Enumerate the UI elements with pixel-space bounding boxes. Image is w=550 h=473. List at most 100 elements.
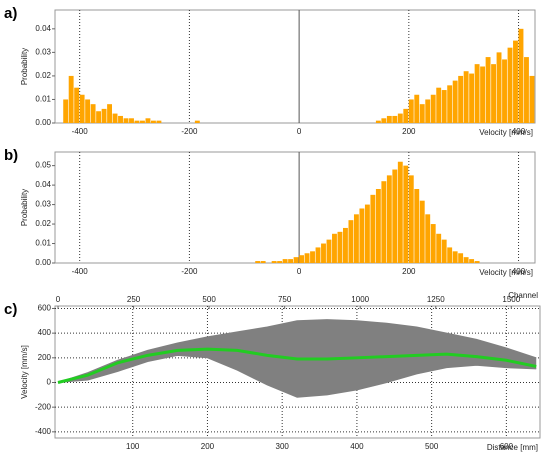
x2-tick-label: 1250 — [427, 295, 445, 304]
bar — [386, 175, 392, 263]
bar — [463, 71, 469, 123]
bar — [403, 108, 409, 123]
y-tick-label: 0.00 — [35, 258, 51, 267]
y-tick-label: 600 — [38, 304, 52, 313]
bar — [430, 94, 436, 123]
bar — [101, 108, 107, 123]
bar — [321, 243, 326, 263]
bar — [359, 208, 365, 263]
bar — [74, 87, 80, 123]
bar — [151, 120, 156, 123]
x-tick-label: 400 — [512, 267, 526, 276]
bar — [112, 113, 118, 123]
bar — [381, 118, 387, 123]
bar — [469, 259, 475, 263]
bar — [403, 165, 409, 263]
bar — [96, 111, 102, 123]
bar — [474, 64, 480, 123]
bar — [375, 189, 381, 263]
bar — [364, 204, 370, 263]
bar — [474, 261, 480, 263]
bar — [441, 90, 447, 123]
y-tick-label: 0.04 — [35, 24, 51, 33]
bar — [518, 28, 524, 123]
bar — [310, 251, 315, 263]
bar — [513, 40, 518, 123]
y-tick-label: 200 — [38, 353, 52, 362]
bar — [496, 52, 502, 123]
bar — [85, 99, 91, 123]
bar — [458, 253, 464, 263]
bar — [299, 255, 304, 263]
x-tick-label: 200 — [201, 442, 215, 451]
bar — [414, 94, 420, 123]
x2-tick-label: 250 — [127, 295, 141, 304]
panel-label: c) — [4, 301, 17, 318]
bar — [348, 220, 354, 263]
bar — [343, 227, 348, 263]
x2-tick-label: 0 — [56, 295, 61, 304]
y-tick-label: 0.01 — [35, 95, 51, 104]
bar — [425, 214, 431, 263]
bar — [392, 115, 398, 123]
bar — [507, 47, 513, 123]
series-line — [57, 319, 537, 383]
bar — [419, 104, 425, 123]
bar — [408, 99, 414, 123]
bar — [436, 233, 442, 263]
bar — [260, 261, 266, 263]
x-tick-label: 600 — [500, 442, 514, 451]
bar — [271, 261, 277, 263]
x-tick-label: 400 — [350, 442, 364, 451]
y-tick-label: 400 — [38, 328, 52, 337]
bar — [386, 115, 392, 123]
bar — [447, 247, 453, 263]
bar — [123, 118, 129, 123]
x-axis-label: Velocity [mm/s] — [479, 268, 533, 277]
bar — [397, 113, 403, 123]
bar — [524, 57, 529, 124]
bar — [353, 214, 359, 263]
x-tick-label: -200 — [181, 127, 198, 136]
bar — [469, 73, 475, 123]
panel-label: a) — [4, 5, 17, 22]
y-tick-label: 0.00 — [35, 118, 51, 127]
y-axis-label: Velocity [mm/s] — [20, 345, 29, 399]
bar — [79, 94, 85, 123]
bar — [118, 115, 123, 123]
x-tick-label: 200 — [402, 127, 416, 136]
bar — [90, 104, 96, 123]
bar — [392, 169, 398, 263]
plot-frame — [54, 151, 536, 264]
y-tick-label: -200 — [35, 402, 52, 411]
x-tick-label: 400 — [512, 127, 526, 136]
bar — [452, 80, 458, 123]
y-tick-label: -400 — [35, 427, 52, 436]
x2-tick-label: 1500 — [502, 295, 520, 304]
x2-axis-label: Channel — [508, 291, 538, 300]
x-tick-label: -400 — [72, 267, 89, 276]
bar — [425, 99, 431, 123]
y-axis-label: Probability — [20, 48, 29, 85]
bar — [430, 224, 436, 263]
bar — [463, 257, 469, 263]
x-tick-label: 200 — [402, 267, 416, 276]
bar — [441, 239, 447, 263]
bar — [447, 85, 453, 123]
y-tick-label: 0.02 — [35, 219, 51, 228]
x-tick-label: 300 — [276, 442, 290, 451]
bar — [304, 253, 310, 263]
bar — [485, 57, 491, 124]
x-axis-label: Distance [mm] — [487, 443, 538, 452]
bar — [408, 175, 414, 263]
bar — [63, 99, 69, 123]
bar — [529, 75, 535, 123]
x-tick-label: 500 — [425, 442, 439, 451]
bar — [288, 259, 294, 263]
y-tick-label: 0.03 — [35, 200, 51, 209]
y-tick-label: 0.03 — [35, 47, 51, 56]
x2-tick-label: 500 — [202, 295, 216, 304]
bar — [414, 189, 420, 263]
bar — [502, 59, 507, 123]
bar — [332, 233, 337, 263]
